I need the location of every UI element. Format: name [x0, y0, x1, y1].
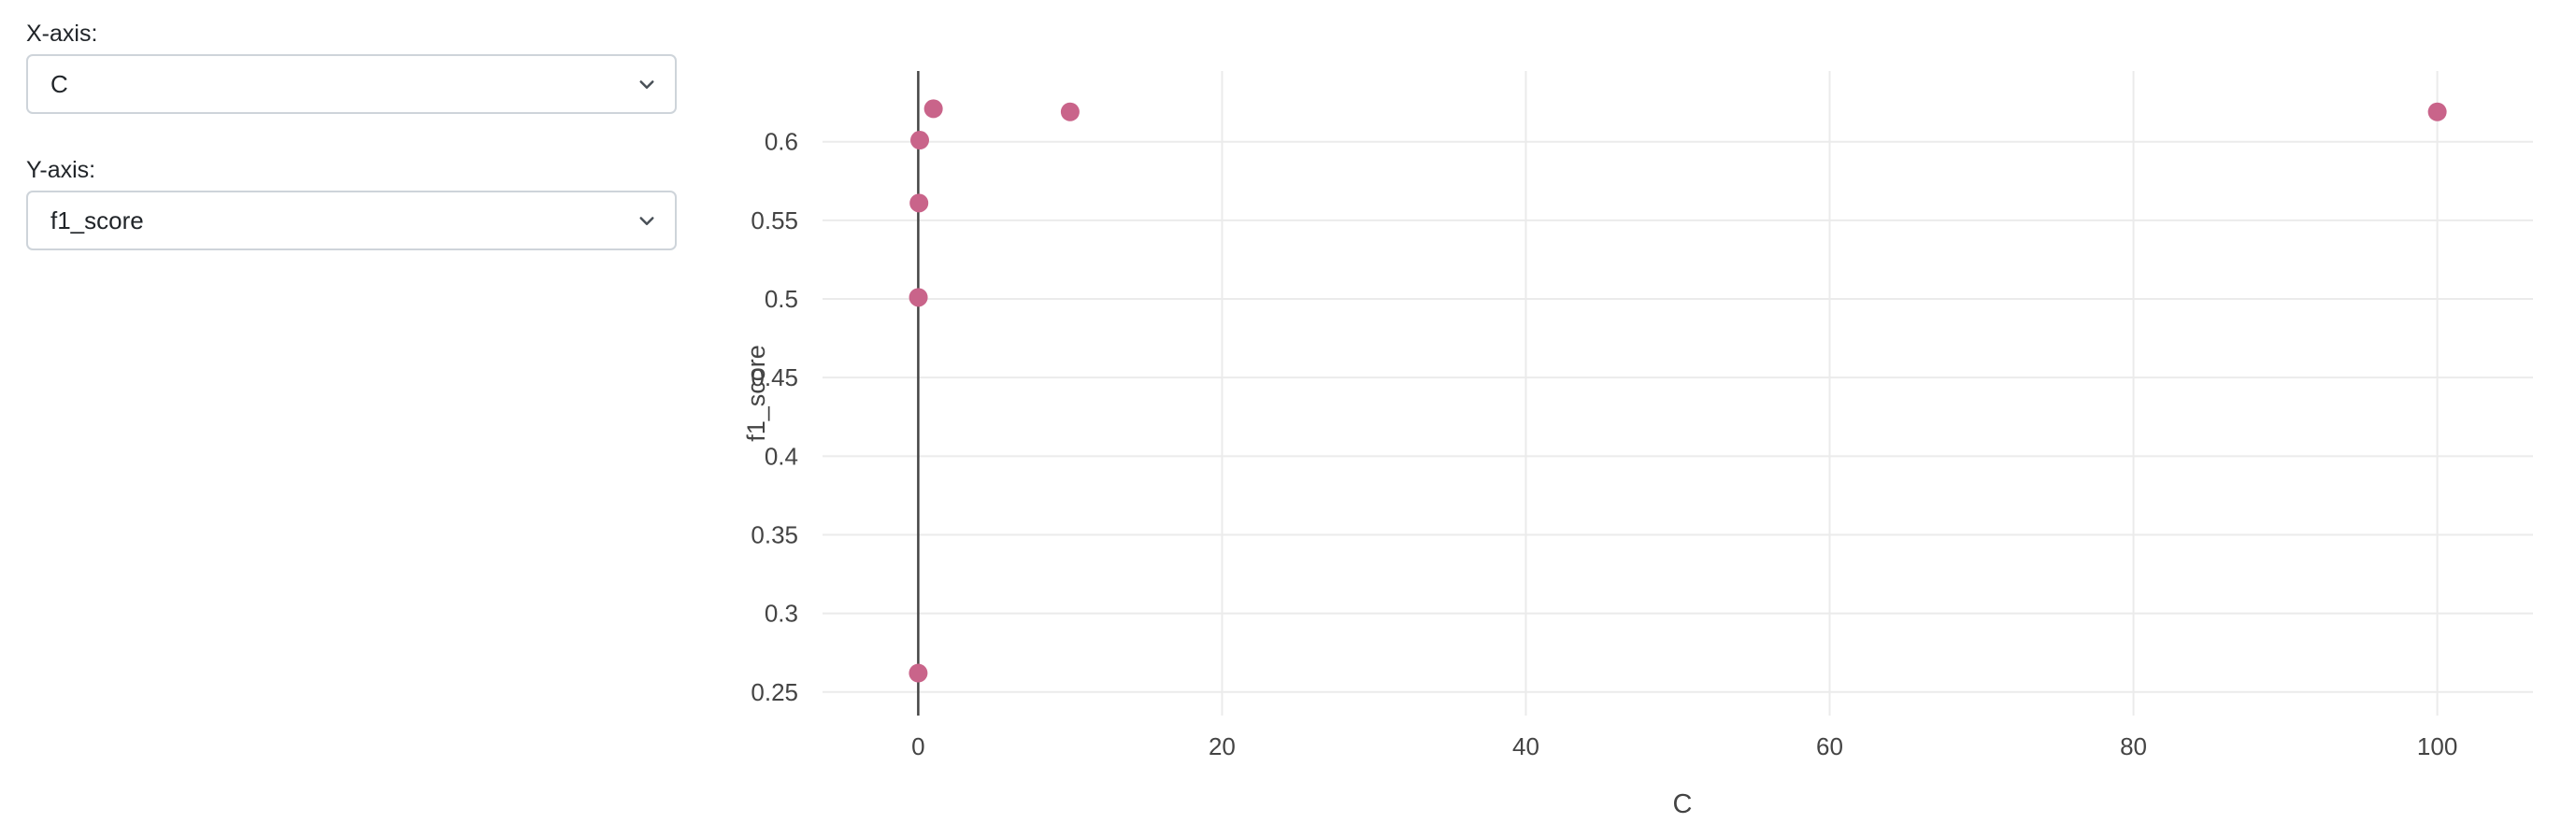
tick-labels: 0.25 0.3 0.35 0.4 0.45 0.5 0.55 0.6 0 20 40 60 80 100 [751, 128, 2457, 760]
data-point [909, 663, 928, 683]
y-axis-select[interactable]: f1_score [26, 191, 677, 250]
data-point [909, 193, 929, 213]
x-axis-selected-value: C [50, 69, 68, 98]
data-point [910, 131, 930, 150]
data-point [909, 288, 928, 307]
x-tick-label: 60 [1816, 732, 1843, 760]
grid-lines [823, 71, 2533, 716]
chevron-down-icon [639, 217, 654, 225]
y-axis-label: Y-axis: [26, 157, 96, 183]
x-axis-label: X-axis: [26, 21, 98, 47]
y-tick-label: 0.5 [765, 285, 798, 313]
y-axis-title: f1_score [742, 345, 770, 442]
y-tick-label: 0.6 [765, 128, 798, 156]
x-tick-label: 20 [1209, 732, 1236, 760]
y-tick-label: 0.4 [765, 442, 798, 470]
x-tick-label: 40 [1512, 732, 1539, 760]
x-tick-label: 0 [911, 732, 924, 760]
y-axis-selected-value: f1_score [50, 206, 144, 234]
y-tick-label: 0.45 [751, 363, 798, 391]
axis-controls-panel: X-axis: C Y-axis: f1_score [26, 19, 677, 250]
y-tick-label: 0.35 [751, 520, 798, 548]
y-tick-label: 0.25 [751, 678, 798, 706]
x-tick-label: 80 [2120, 732, 2147, 760]
data-point [923, 99, 943, 119]
y-tick-label: 0.55 [751, 206, 798, 234]
x-axis-select[interactable]: C [26, 54, 677, 114]
x-tick-label: 100 [2417, 732, 2457, 760]
data-point [1060, 102, 1080, 121]
data-point [2427, 102, 2447, 121]
y-tick-label: 0.3 [765, 600, 798, 628]
x-axis-title: C [1673, 789, 1693, 819]
data-points [909, 99, 2447, 683]
chevron-down-icon [639, 80, 654, 89]
